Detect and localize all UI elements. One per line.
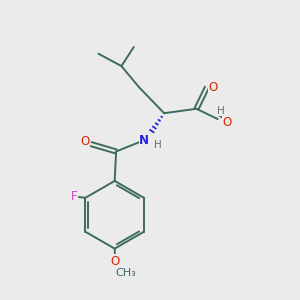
Text: F: F bbox=[71, 190, 77, 203]
Text: O: O bbox=[223, 116, 232, 128]
Text: H: H bbox=[218, 106, 225, 116]
Text: N: N bbox=[139, 134, 149, 147]
Text: CH₃: CH₃ bbox=[116, 268, 136, 278]
Text: O: O bbox=[111, 254, 120, 268]
Text: O: O bbox=[209, 81, 218, 94]
Text: O: O bbox=[80, 135, 89, 148]
Text: H: H bbox=[154, 140, 161, 150]
